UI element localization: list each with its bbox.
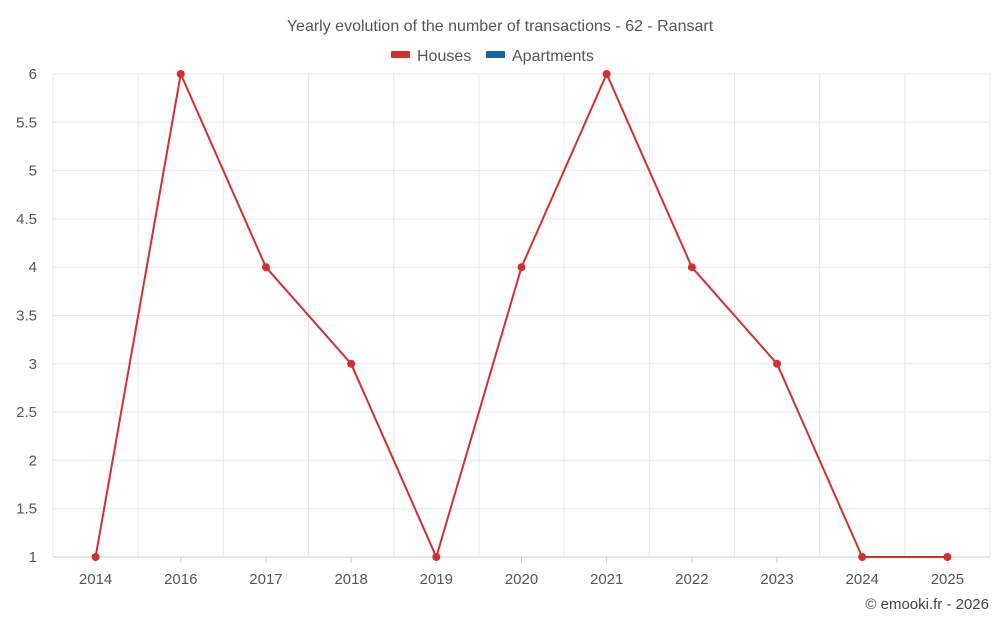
x-tick-label: 2022: [675, 571, 708, 588]
legend-swatch-houses: [391, 51, 410, 58]
data-point[interactable]: [773, 359, 782, 368]
y-tick-label: 4: [29, 259, 37, 276]
x-tick-label: 2016: [164, 571, 197, 588]
data-point[interactable]: [517, 263, 526, 272]
data-point[interactable]: [858, 553, 867, 561]
x-tick-label: 2014: [79, 571, 112, 588]
legend-swatch-apartments: [486, 51, 505, 58]
data-point[interactable]: [347, 359, 356, 368]
y-tick-label: 2: [29, 452, 37, 469]
y-tick-label: 4.5: [16, 211, 37, 228]
y-tick-label: 5.5: [16, 114, 37, 131]
x-tick-label: 2023: [760, 571, 793, 588]
series-houses: [91, 70, 952, 561]
x-tick-label: 2019: [420, 571, 453, 588]
data-point[interactable]: [432, 553, 441, 561]
x-tick-label: 2024: [846, 571, 879, 588]
data-point[interactable]: [261, 263, 270, 272]
y-tick-label: 1.5: [16, 501, 37, 518]
data-point[interactable]: [602, 70, 611, 78]
x-tick-label: 2020: [505, 571, 538, 588]
y-tick-label: 3: [29, 356, 37, 373]
data-point[interactable]: [91, 553, 100, 561]
legend-item-houses[interactable]: Houses: [391, 48, 471, 65]
y-tick-label: 2.5: [16, 404, 37, 421]
legend: Houses Apartments: [391, 48, 594, 65]
x-tick-label: 2021: [590, 571, 623, 588]
x-axis-ticks: 2014 2016 2017 2018 2019 2020 2021 2022 2023 2024…: [79, 557, 964, 588]
x-tick-label: 2025: [931, 571, 964, 588]
y-tick-label: 5: [29, 163, 37, 180]
credit-text: © emooki.fr - 2026: [865, 596, 989, 613]
legend-label-houses: Houses: [417, 48, 471, 65]
data-point[interactable]: [943, 553, 952, 561]
y-tick-label: 3.5: [16, 308, 37, 325]
y-axis-ticks: 1 1.5 2 2.5 3 3.5 4 4.5 5 5.5 6: [16, 66, 37, 566]
legend-item-apartments[interactable]: Apartments: [486, 48, 594, 65]
legend-label-apartments: Apartments: [512, 48, 594, 65]
data-point[interactable]: [176, 70, 185, 78]
x-tick-label: 2017: [249, 571, 282, 588]
y-tick-label: 6: [29, 66, 37, 83]
y-tick-label: 1: [29, 549, 37, 566]
chart-title: Yearly evolution of the number of transa…: [287, 18, 714, 35]
x-tick-label: 2018: [334, 571, 367, 588]
grid: [52, 73, 991, 558]
data-point[interactable]: [687, 263, 696, 272]
